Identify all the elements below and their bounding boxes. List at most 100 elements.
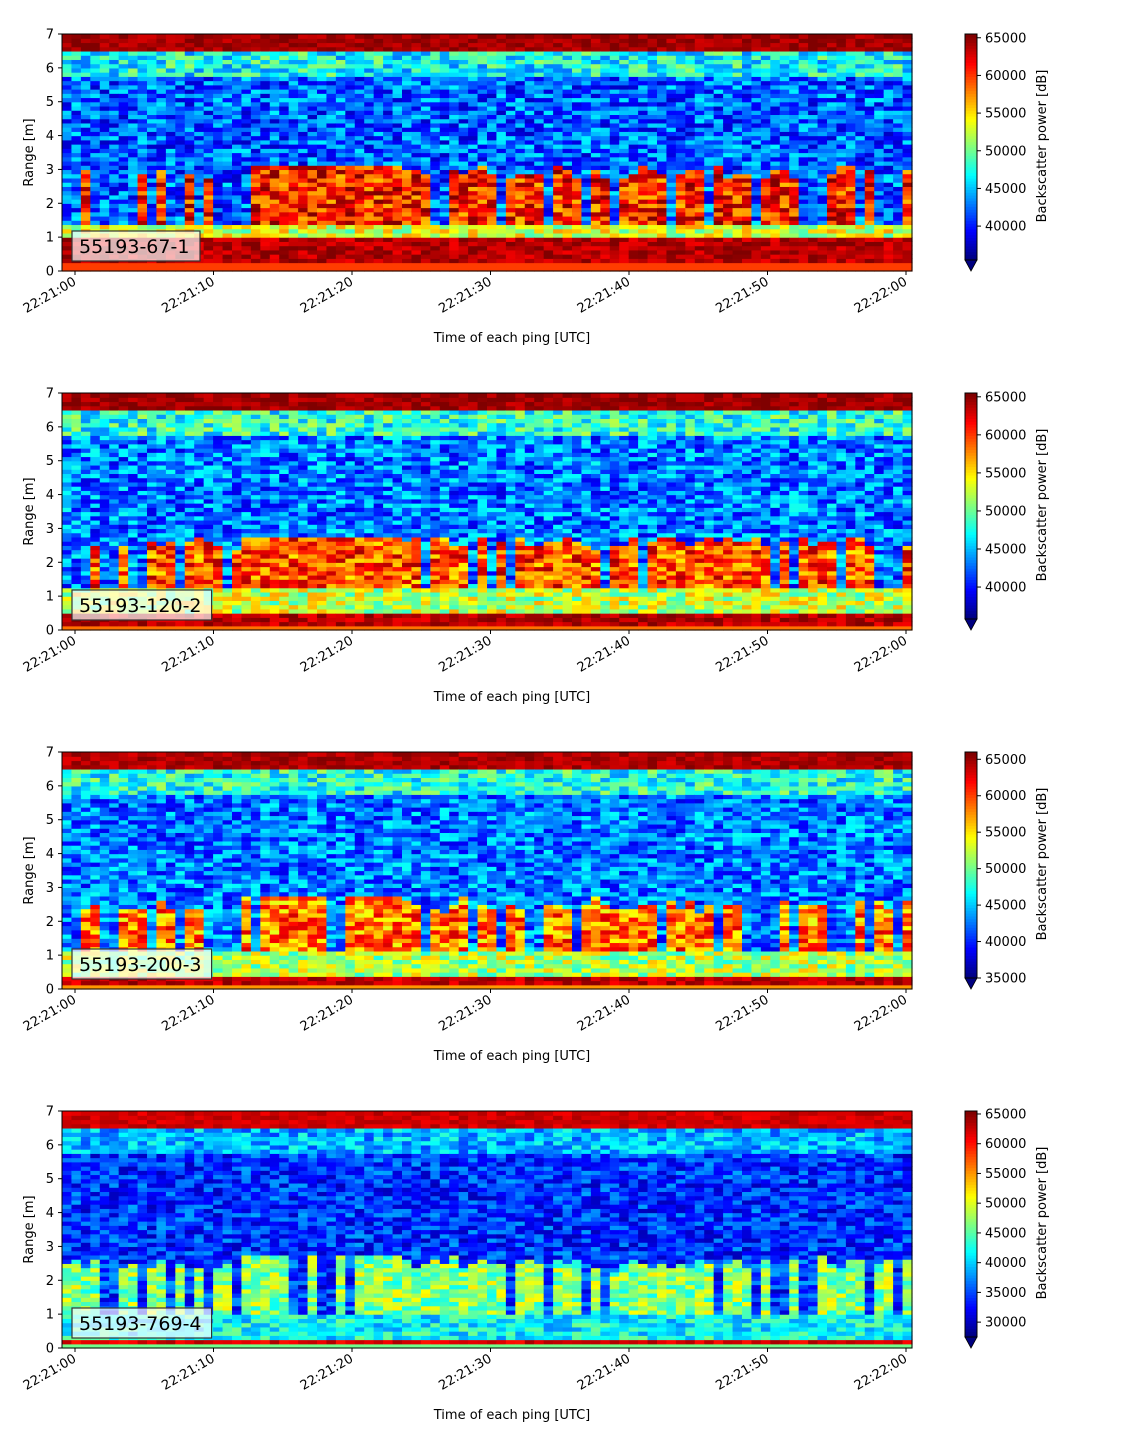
heatmap-cell <box>128 169 139 175</box>
heatmap-cell <box>232 232 243 238</box>
heatmap-cell <box>628 254 639 259</box>
heatmap-cell <box>165 182 176 187</box>
heatmap-cell <box>147 220 158 226</box>
heatmap-cell <box>250 63 261 69</box>
heatmap-cell <box>864 84 875 90</box>
heatmap-cell <box>298 241 309 247</box>
heatmap-cell <box>269 84 280 90</box>
heatmap-cell <box>666 63 677 69</box>
heatmap-cell <box>430 55 441 60</box>
heatmap-cell <box>562 118 573 124</box>
heatmap-cell <box>619 266 630 272</box>
heatmap-cell <box>165 173 176 179</box>
heatmap-cell <box>109 72 120 77</box>
heatmap-cell <box>477 169 488 175</box>
heatmap-cell <box>817 249 828 255</box>
heatmap-cell <box>619 101 630 107</box>
heatmap-cell <box>335 46 346 52</box>
heatmap-cell <box>524 199 535 204</box>
heatmap-cell <box>430 165 441 171</box>
heatmap-cell <box>590 194 601 200</box>
heatmap-cell <box>373 173 384 179</box>
heatmap-cell <box>572 122 583 128</box>
heatmap-cell <box>260 93 271 99</box>
heatmap-cell <box>118 207 129 213</box>
heatmap-cell <box>317 190 328 196</box>
heatmap-cell <box>864 63 875 69</box>
heatmap-cell <box>477 173 488 179</box>
heatmap-cell <box>798 55 809 60</box>
heatmap-cell <box>279 215 290 221</box>
heatmap-cell <box>836 131 847 137</box>
heatmap-cell <box>288 237 299 242</box>
heatmap-cell <box>883 93 894 99</box>
heatmap-cell <box>817 110 828 116</box>
heatmap-cell <box>572 203 583 209</box>
heatmap-cell <box>165 67 176 73</box>
heatmap-cell <box>439 34 450 39</box>
heatmap-cell <box>402 186 413 192</box>
heatmap-cell <box>770 131 781 137</box>
heatmap-cell <box>704 211 715 217</box>
heatmap-cell <box>213 55 224 60</box>
heatmap-cell <box>420 127 431 132</box>
heatmap-cell <box>468 105 479 111</box>
heatmap-cell <box>62 258 73 264</box>
heatmap-cell <box>572 34 583 39</box>
heatmap-cell <box>213 241 224 247</box>
heatmap-cell <box>666 237 677 242</box>
heatmap-cell <box>864 203 875 209</box>
heatmap-cell <box>675 38 686 44</box>
heatmap-cell <box>600 84 611 90</box>
heatmap-cell <box>307 207 318 213</box>
heatmap-cell <box>458 249 469 255</box>
heatmap-cell <box>128 173 139 179</box>
heatmap-cell <box>260 169 271 175</box>
heatmap-cell <box>109 165 120 171</box>
heatmap-cell <box>90 156 101 162</box>
heatmap-cell <box>62 122 73 128</box>
heatmap-cell <box>515 67 526 73</box>
heatmap-cell <box>694 122 705 128</box>
heatmap-cell <box>80 89 91 94</box>
heatmap-cell <box>770 139 781 145</box>
heatmap-cell <box>647 199 658 204</box>
heatmap-cell <box>751 55 762 60</box>
heatmap-cell <box>165 50 176 56</box>
heatmap-cell <box>477 211 488 217</box>
heatmap-cell <box>675 190 686 196</box>
heatmap-cell <box>317 135 328 141</box>
heatmap-cell <box>751 199 762 204</box>
heatmap-cell <box>732 207 743 213</box>
heatmap-cell <box>609 114 620 120</box>
heatmap-cell <box>402 101 413 107</box>
heatmap-cell <box>855 232 866 238</box>
heatmap-cell <box>354 262 365 268</box>
heatmap-cell <box>524 122 535 128</box>
heatmap-cell <box>364 34 375 39</box>
heatmap-cell <box>317 89 328 94</box>
heatmap-cell <box>411 173 422 179</box>
heatmap-cell <box>392 105 403 111</box>
heatmap-cell <box>128 207 139 213</box>
heatmap-cell <box>572 224 583 230</box>
heatmap-cell <box>845 190 856 196</box>
heatmap-cell <box>222 199 233 204</box>
heatmap-cell <box>883 249 894 255</box>
heatmap-cell <box>487 156 498 162</box>
heatmap-cell <box>572 245 583 251</box>
heatmap-cell <box>118 63 129 69</box>
heatmap-cell <box>90 139 101 145</box>
heatmap-cell <box>90 63 101 69</box>
heatmap-cell <box>128 118 139 124</box>
heatmap-cell <box>855 118 866 124</box>
heatmap-cell <box>194 266 205 272</box>
heatmap-cell <box>420 224 431 230</box>
heatmap-cell <box>232 50 243 56</box>
heatmap-cell <box>326 215 337 221</box>
heatmap-cell <box>90 114 101 120</box>
heatmap-cell <box>779 63 790 69</box>
heatmap-cell <box>317 76 328 82</box>
heatmap-cell <box>99 160 110 166</box>
heatmap-cell <box>241 139 252 145</box>
